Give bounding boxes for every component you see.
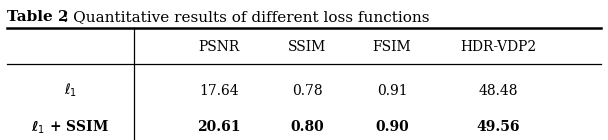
Text: FSIM: FSIM <box>373 40 411 54</box>
Text: 0.90: 0.90 <box>375 120 409 134</box>
Text: $\boldsymbol{\ell}_1$ + SSIM: $\boldsymbol{\ell}_1$ + SSIM <box>32 118 109 136</box>
Text: 0.91: 0.91 <box>376 84 407 98</box>
Text: 49.56: 49.56 <box>476 120 520 134</box>
Text: : Quantitative results of different loss functions: : Quantitative results of different loss… <box>63 10 429 24</box>
Text: SSIM: SSIM <box>288 40 326 54</box>
Text: 0.78: 0.78 <box>292 84 322 98</box>
Text: 48.48: 48.48 <box>478 84 518 98</box>
Text: $\ell_1$: $\ell_1$ <box>64 82 77 100</box>
Text: 20.61: 20.61 <box>198 120 241 134</box>
Text: 17.64: 17.64 <box>199 84 239 98</box>
Text: HDR-VDP2: HDR-VDP2 <box>460 40 536 54</box>
Text: PSNR: PSNR <box>198 40 240 54</box>
Text: 0.80: 0.80 <box>290 120 324 134</box>
Text: Table 2: Table 2 <box>7 10 68 24</box>
